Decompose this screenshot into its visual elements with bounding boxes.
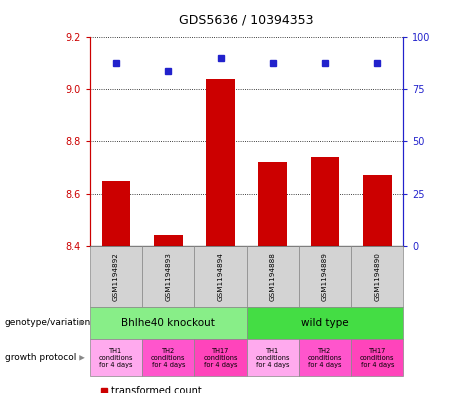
Text: genotype/variation: genotype/variation xyxy=(5,318,91,327)
Text: GDS5636 / 10394353: GDS5636 / 10394353 xyxy=(179,14,314,27)
Bar xyxy=(363,175,391,246)
Bar xyxy=(154,235,183,246)
Text: TH1
conditions
for 4 days: TH1 conditions for 4 days xyxy=(255,348,290,368)
Text: GSM1194894: GSM1194894 xyxy=(218,252,224,301)
Text: GSM1194892: GSM1194892 xyxy=(113,252,119,301)
Text: GSM1194893: GSM1194893 xyxy=(165,252,171,301)
Text: TH2
conditions
for 4 days: TH2 conditions for 4 days xyxy=(151,348,185,368)
Text: GSM1194888: GSM1194888 xyxy=(270,252,276,301)
Text: GSM1194889: GSM1194889 xyxy=(322,252,328,301)
Text: transformed count: transformed count xyxy=(111,386,201,393)
Bar xyxy=(258,162,287,246)
Text: Bhlhe40 knockout: Bhlhe40 knockout xyxy=(121,318,215,328)
Text: wild type: wild type xyxy=(301,318,349,328)
Text: TH1
conditions
for 4 days: TH1 conditions for 4 days xyxy=(99,348,133,368)
Text: TH17
conditions
for 4 days: TH17 conditions for 4 days xyxy=(360,348,395,368)
Text: TH2
conditions
for 4 days: TH2 conditions for 4 days xyxy=(308,348,342,368)
Bar xyxy=(206,79,235,246)
Text: GSM1194890: GSM1194890 xyxy=(374,252,380,301)
Text: growth protocol: growth protocol xyxy=(5,353,76,362)
Text: TH17
conditions
for 4 days: TH17 conditions for 4 days xyxy=(203,348,238,368)
Bar xyxy=(311,157,339,246)
Bar xyxy=(101,180,130,246)
